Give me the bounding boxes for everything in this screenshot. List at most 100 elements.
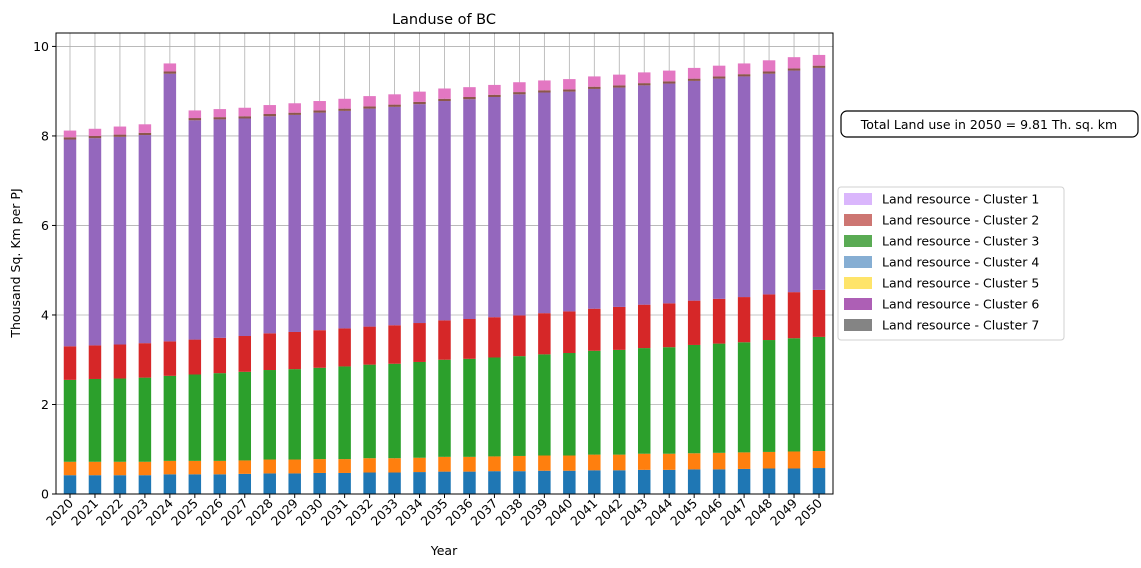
- bar-segment: [388, 458, 401, 473]
- x-axis-ticks: 2020202120222023202420252026202720282029…: [43, 494, 825, 529]
- bar-segment: [712, 76, 726, 79]
- bar-segment: [588, 454, 601, 471]
- bar-segment: [288, 369, 301, 460]
- bar-segment: [787, 451, 801, 469]
- bar-segment: [213, 460, 227, 475]
- bar-segment: [538, 354, 551, 456]
- x-tick-label: 2040: [542, 495, 575, 528]
- bar-segment: [613, 306, 626, 350]
- bar-segment: [113, 344, 127, 379]
- bar-segment: [687, 80, 701, 301]
- bar-segment: [88, 461, 102, 476]
- bar-segment: [413, 91, 426, 102]
- bar-segment: [812, 289, 826, 337]
- x-tick-label: 2031: [318, 496, 351, 529]
- bar-segment: [613, 74, 626, 86]
- bar-segment: [113, 134, 127, 137]
- bar-segment: [238, 116, 252, 119]
- bar-segment: [762, 294, 776, 341]
- bar-segment: [513, 471, 526, 494]
- bar-segment: [563, 455, 576, 471]
- bar-segment: [613, 85, 626, 88]
- x-tick-label: 2036: [442, 495, 475, 528]
- bar-segment: [463, 97, 476, 100]
- bar-segment: [538, 313, 551, 355]
- bar-segment: [787, 338, 801, 452]
- y-tick-label: 10: [33, 39, 49, 54]
- legend: Land resource - Cluster 1 Land resource -…: [837, 186, 1065, 341]
- bar-segment: [338, 108, 351, 111]
- x-tick-label: 2026: [193, 495, 226, 528]
- bar-segment: [637, 348, 651, 454]
- bar-segment: [463, 471, 476, 494]
- bar-segment: [363, 106, 376, 109]
- x-tick-label: 2033: [368, 496, 401, 529]
- bar-segment: [263, 116, 276, 334]
- bar-segment: [463, 456, 476, 472]
- x-tick-label: 2049: [767, 495, 800, 528]
- bar-segment: [63, 137, 77, 140]
- bar-segment: [737, 74, 751, 77]
- bar-segment: [787, 70, 801, 293]
- bar-segment: [762, 60, 776, 72]
- bar-segment: [613, 87, 626, 307]
- legend-label: Land resource - Cluster 4: [882, 255, 1039, 270]
- bar-segment: [812, 468, 826, 494]
- legend-label: Land resource - Cluster 7: [882, 318, 1039, 333]
- bar-segment: [213, 474, 227, 494]
- bar-segment: [687, 469, 701, 494]
- x-tick-label: 2030: [293, 495, 326, 528]
- bar-segment: [538, 92, 551, 314]
- y-tick-label: 0: [41, 487, 49, 502]
- annotation-text: Total Land use in 2050 = 9.81 Th. sq. km: [860, 117, 1117, 132]
- bar-segment: [712, 298, 726, 344]
- bar-segment: [388, 363, 401, 459]
- bar-segment: [263, 114, 276, 117]
- bar-segment: [687, 67, 701, 79]
- bar-segment: [588, 86, 601, 89]
- bar-segment: [413, 323, 426, 362]
- bar-segment: [563, 89, 576, 92]
- bar-segment: [588, 88, 601, 309]
- bar-segment: [762, 340, 776, 452]
- bar-segment: [812, 451, 826, 469]
- bar-segment: [138, 124, 152, 133]
- bar-segment: [363, 108, 376, 327]
- bar-segment: [438, 101, 451, 321]
- bar-segment: [662, 70, 676, 82]
- bar-segment: [613, 349, 626, 455]
- bar-segment: [163, 375, 177, 461]
- legend-swatch: [844, 277, 872, 289]
- bar-segment: [463, 358, 476, 457]
- x-tick-label: 2038: [492, 495, 525, 528]
- bar-segment: [238, 371, 252, 461]
- bar-segment: [338, 110, 351, 329]
- x-tick-label: 2037: [467, 496, 500, 529]
- bar-segment: [513, 94, 526, 316]
- bar-segment: [662, 83, 676, 304]
- bar-segment: [513, 455, 526, 472]
- bar-segment: [213, 117, 227, 120]
- bar-segment: [737, 468, 751, 494]
- bar-segment: [413, 457, 426, 473]
- bar-segment: [538, 470, 551, 494]
- bar-segment: [787, 68, 801, 71]
- bar-segment: [338, 328, 351, 367]
- bar-segment: [163, 73, 177, 342]
- bar-segment: [63, 130, 77, 138]
- x-tick-label: 2022: [93, 496, 126, 529]
- bar-segment: [413, 472, 426, 494]
- bar-segment: [712, 343, 726, 453]
- bar-segment: [213, 119, 227, 338]
- bar-segment: [288, 331, 301, 370]
- bar-segment: [488, 84, 501, 95]
- bar-segment: [563, 470, 576, 494]
- bar-segment: [238, 460, 252, 474]
- bar-segment: [188, 110, 202, 119]
- bar-segment: [313, 472, 326, 494]
- bar-segment: [88, 138, 102, 346]
- x-tick-label: 2032: [343, 496, 376, 529]
- bar-segment: [712, 65, 726, 77]
- bar-segment: [637, 83, 651, 86]
- annotation-box: Total Land use in 2050 = 9.81 Th. sq. km: [840, 110, 1139, 138]
